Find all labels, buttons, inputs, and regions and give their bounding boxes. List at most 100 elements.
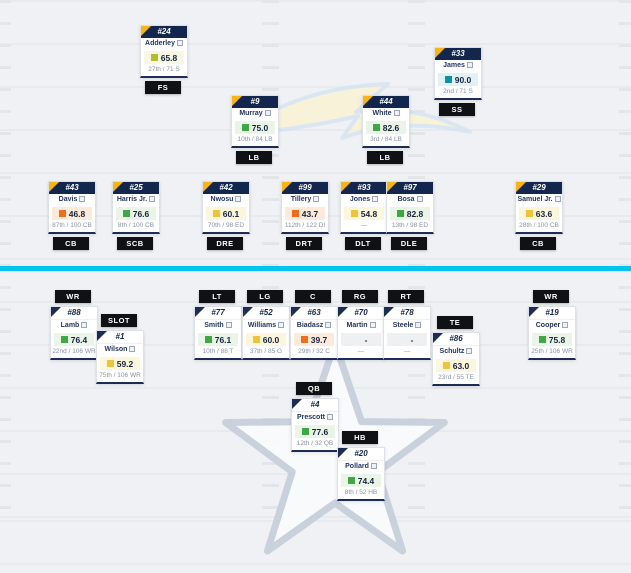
player-detail-icon[interactable] xyxy=(176,40,183,47)
position-rank: 8th / 52 HB xyxy=(344,489,378,496)
grade-color-square xyxy=(350,210,358,217)
player-detail-icon[interactable] xyxy=(466,62,473,69)
player-card-adderley[interactable]: #24 Adderley 65.8 27th / 71 S xyxy=(140,25,188,78)
position-rank: 23rd / 55 TE xyxy=(438,374,474,381)
player-card-james[interactable]: #33 James 90.0 2nd / 71 S xyxy=(434,47,482,100)
player-detail-icon[interactable] xyxy=(129,346,136,353)
player-card-smith[interactable]: #77 Smith 76.1 10th / 88 T xyxy=(194,306,242,360)
player-card-cooper[interactable]: #19 Cooper 75.8 25th / 106 WR xyxy=(528,306,576,360)
player-name: Steele xyxy=(392,322,414,329)
grade-badge: 76.1 xyxy=(198,333,238,346)
grade-badge: 77.6 xyxy=(295,425,335,438)
grade-badge: 54.8 xyxy=(344,207,384,220)
grade-badge: 65.8 xyxy=(144,51,184,64)
player-detail-icon[interactable] xyxy=(81,322,88,329)
player-detail-icon[interactable] xyxy=(313,196,320,203)
player-card-steele[interactable]: #78 Steele - — xyxy=(383,306,431,360)
jersey-number: #99 xyxy=(282,182,328,194)
grade-badge: 90.0 xyxy=(438,73,478,86)
jersey-number: #52 xyxy=(243,307,289,320)
player-card-lamb[interactable]: #88 Lamb 76.4 22nd / 106 WR xyxy=(50,306,98,360)
player-detail-icon[interactable] xyxy=(372,196,379,203)
player-detail-icon[interactable] xyxy=(278,322,285,329)
player-name: Adderley xyxy=(145,40,175,47)
player-name: Tillery xyxy=(290,196,312,203)
player-card-biadasz[interactable]: #63 Biadasz 39.7 29th / 32 C xyxy=(290,306,338,360)
position-rank: 28th / 100 CB xyxy=(519,222,559,229)
player-card-white[interactable]: #44 White 82.6 3rd / 84 LB xyxy=(362,95,410,148)
player-card-prescott[interactable]: #4 Prescott 77.6 12th / 32 QB xyxy=(291,398,339,452)
player-detail-icon[interactable] xyxy=(79,196,86,203)
player-detail-icon[interactable] xyxy=(393,110,400,117)
position-chip-drt: DRT xyxy=(286,237,322,250)
player-card-martin[interactable]: #70 Martin - — xyxy=(337,306,385,360)
player-card-samuel-jr[interactable]: #29 Samuel Jr. 63.6 28th / 100 CB xyxy=(515,181,563,234)
position-rank: — xyxy=(357,348,365,355)
card-corner-fold xyxy=(292,399,302,409)
player-detail-icon[interactable] xyxy=(264,110,271,117)
grade-badge: 76.6 xyxy=(116,207,156,220)
player-name: Prescott xyxy=(296,414,325,421)
player-detail-icon[interactable] xyxy=(416,196,423,203)
player-card-pollard[interactable]: #20 Pollard 74.4 8th / 52 HB xyxy=(337,447,385,501)
player-card-murray[interactable]: #9 Murray 75.0 10th / 84 LB xyxy=(231,95,279,148)
position-chip-lb-right: LB xyxy=(367,151,403,164)
card-corner-fold xyxy=(282,182,292,192)
player-card-jones[interactable]: #93 Jones 54.8 — xyxy=(340,181,388,234)
player-detail-icon[interactable] xyxy=(225,322,232,329)
grade-badge: - xyxy=(387,333,427,346)
player-detail-icon[interactable] xyxy=(235,196,242,203)
player-card-davis[interactable]: #43 Davis 46.8 87th / 100 CB xyxy=(48,181,96,234)
card-corner-fold xyxy=(291,307,301,317)
grade-color-square xyxy=(60,336,68,343)
jersey-number: #86 xyxy=(433,333,479,346)
position-rank: 8th / 100 CB xyxy=(117,222,155,229)
player-name: Pollard xyxy=(345,463,369,470)
player-detail-icon[interactable] xyxy=(149,196,156,203)
card-corner-fold xyxy=(51,307,61,317)
grade-badge: 74.4 xyxy=(341,474,381,487)
grade-badge: 76.4 xyxy=(54,333,94,346)
player-detail-icon[interactable] xyxy=(327,414,333,421)
player-card-nwosu[interactable]: #42 Nwosu 60.1 70th / 98 ED xyxy=(202,181,250,234)
card-corner-fold xyxy=(433,333,443,343)
grade-badge: 39.7 xyxy=(294,333,334,346)
position-rank: 12th / 32 QB xyxy=(296,440,334,447)
player-detail-icon[interactable] xyxy=(466,348,473,355)
field-hash-center-left xyxy=(262,0,279,520)
player-name: Wilson xyxy=(104,346,128,353)
player-card-wilson[interactable]: #1 Wilson 59.2 75th / 106 WR xyxy=(96,330,144,384)
position-rank: 2nd / 71 S xyxy=(443,88,473,95)
player-detail-icon[interactable] xyxy=(415,322,422,329)
grade-badge: 60.1 xyxy=(206,207,246,220)
player-name: Martin xyxy=(346,322,368,329)
player-card-tillery[interactable]: #99 Tillery 43.7 112th / 122 DI xyxy=(281,181,329,234)
player-detail-icon[interactable] xyxy=(325,322,332,329)
position-chip-wr-left: WR xyxy=(55,290,91,303)
position-chip-fs: FS xyxy=(145,81,181,94)
card-corner-fold xyxy=(387,182,397,192)
player-detail-icon[interactable] xyxy=(370,463,377,470)
card-corner-fold xyxy=(363,96,373,106)
player-card-harris-jr[interactable]: #25 Harris Jr. 76.6 8th / 100 CB xyxy=(112,181,160,234)
position-rank: — xyxy=(403,348,411,355)
grade-badge: 82.8 xyxy=(390,207,430,220)
player-detail-icon[interactable] xyxy=(554,196,561,203)
jersey-number: #25 xyxy=(113,182,159,194)
player-name: Samuel Jr. xyxy=(517,196,553,203)
card-corner-fold xyxy=(435,48,445,58)
grade-color-square xyxy=(347,477,355,484)
jersey-number: #4 xyxy=(292,399,338,412)
grade-color-square xyxy=(252,336,260,343)
player-detail-icon[interactable] xyxy=(562,322,569,329)
jersey-number: #63 xyxy=(291,307,337,320)
position-rank: 22nd / 106 WR xyxy=(52,348,96,355)
player-card-bosa[interactable]: #97 Bosa 82.8 13th / 98 ED xyxy=(386,181,434,234)
player-name: James xyxy=(443,62,465,69)
field-hash-left xyxy=(0,0,11,520)
player-detail-icon[interactable] xyxy=(369,322,376,329)
player-card-schultz[interactable]: #86 Schultz 63.0 23rd / 55 TE xyxy=(432,332,480,386)
field-hash-center-right xyxy=(408,0,425,520)
player-card-williams[interactable]: #52 Williams 60.0 37th / 85 G xyxy=(242,306,290,360)
card-corner-fold xyxy=(341,182,351,192)
